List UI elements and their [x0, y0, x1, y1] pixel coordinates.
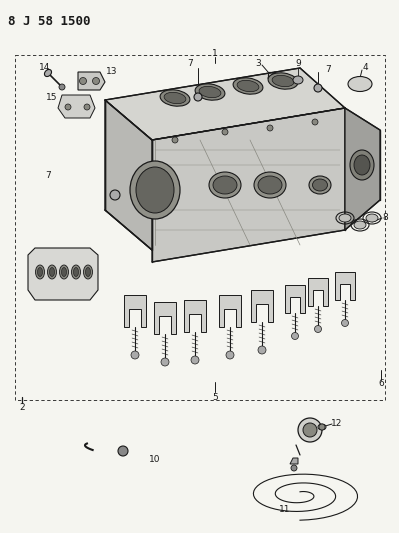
Ellipse shape	[237, 80, 259, 92]
Polygon shape	[154, 302, 176, 334]
Circle shape	[298, 418, 322, 442]
Text: 7: 7	[325, 64, 331, 74]
Text: 4: 4	[362, 62, 368, 71]
Circle shape	[65, 104, 71, 110]
Ellipse shape	[339, 214, 351, 222]
Ellipse shape	[195, 84, 225, 100]
Ellipse shape	[36, 265, 45, 279]
Ellipse shape	[49, 268, 55, 277]
Text: 6: 6	[378, 379, 384, 389]
Ellipse shape	[254, 172, 286, 198]
Polygon shape	[58, 95, 95, 118]
Circle shape	[291, 465, 297, 471]
Text: 12: 12	[331, 418, 343, 427]
Text: 7: 7	[45, 171, 51, 180]
Ellipse shape	[83, 265, 93, 279]
Ellipse shape	[354, 155, 370, 175]
Circle shape	[319, 424, 325, 430]
Text: 11: 11	[279, 505, 291, 514]
Ellipse shape	[233, 78, 263, 94]
Polygon shape	[78, 72, 105, 90]
Ellipse shape	[366, 214, 378, 222]
Ellipse shape	[85, 268, 91, 277]
Ellipse shape	[268, 73, 298, 89]
Ellipse shape	[209, 172, 241, 198]
Circle shape	[194, 93, 202, 101]
Circle shape	[79, 77, 87, 85]
Circle shape	[226, 351, 234, 359]
Ellipse shape	[213, 176, 237, 194]
Circle shape	[59, 84, 65, 90]
Circle shape	[258, 346, 266, 354]
Ellipse shape	[348, 77, 372, 92]
Ellipse shape	[354, 221, 366, 229]
Text: 2: 2	[19, 402, 25, 411]
Text: 8: 8	[382, 213, 388, 222]
Polygon shape	[345, 108, 380, 230]
Text: 5: 5	[212, 392, 218, 401]
Ellipse shape	[130, 161, 180, 219]
Polygon shape	[308, 278, 328, 306]
Polygon shape	[290, 458, 298, 464]
Circle shape	[303, 423, 317, 437]
Circle shape	[191, 356, 199, 364]
Circle shape	[172, 137, 178, 143]
Ellipse shape	[71, 265, 81, 279]
Circle shape	[161, 358, 169, 366]
Ellipse shape	[47, 265, 57, 279]
Ellipse shape	[309, 176, 331, 194]
Ellipse shape	[38, 268, 43, 277]
Polygon shape	[251, 290, 273, 322]
Circle shape	[93, 77, 99, 85]
Polygon shape	[335, 272, 355, 300]
Ellipse shape	[318, 424, 326, 430]
Text: 8 J 58 1500: 8 J 58 1500	[8, 15, 91, 28]
Ellipse shape	[160, 90, 190, 106]
Circle shape	[342, 319, 348, 327]
Ellipse shape	[164, 92, 186, 103]
Text: 15: 15	[46, 93, 58, 102]
Text: 7: 7	[187, 60, 193, 69]
Polygon shape	[105, 100, 152, 250]
Circle shape	[292, 333, 298, 340]
Text: 14: 14	[40, 62, 51, 71]
Ellipse shape	[61, 268, 67, 277]
Text: 10: 10	[149, 456, 161, 464]
Text: 9: 9	[295, 60, 301, 69]
Ellipse shape	[59, 265, 69, 279]
Text: 13: 13	[106, 68, 118, 77]
Circle shape	[110, 190, 120, 200]
Polygon shape	[285, 285, 305, 313]
Ellipse shape	[350, 150, 374, 180]
Polygon shape	[184, 300, 206, 332]
Ellipse shape	[136, 167, 174, 213]
Circle shape	[267, 125, 273, 131]
Polygon shape	[124, 295, 146, 327]
Circle shape	[84, 104, 90, 110]
Polygon shape	[219, 295, 241, 327]
Circle shape	[312, 119, 318, 125]
Circle shape	[222, 129, 228, 135]
Polygon shape	[105, 68, 345, 140]
Ellipse shape	[73, 268, 79, 277]
Circle shape	[118, 446, 128, 456]
Ellipse shape	[312, 179, 328, 191]
Ellipse shape	[272, 75, 294, 87]
Polygon shape	[152, 108, 345, 262]
Ellipse shape	[293, 76, 303, 84]
Circle shape	[314, 84, 322, 92]
Ellipse shape	[199, 86, 221, 98]
Ellipse shape	[258, 176, 282, 194]
Text: 3: 3	[255, 59, 261, 68]
Polygon shape	[28, 248, 98, 300]
Ellipse shape	[44, 69, 51, 77]
Circle shape	[131, 351, 139, 359]
Circle shape	[314, 326, 322, 333]
Text: 1: 1	[212, 50, 218, 59]
